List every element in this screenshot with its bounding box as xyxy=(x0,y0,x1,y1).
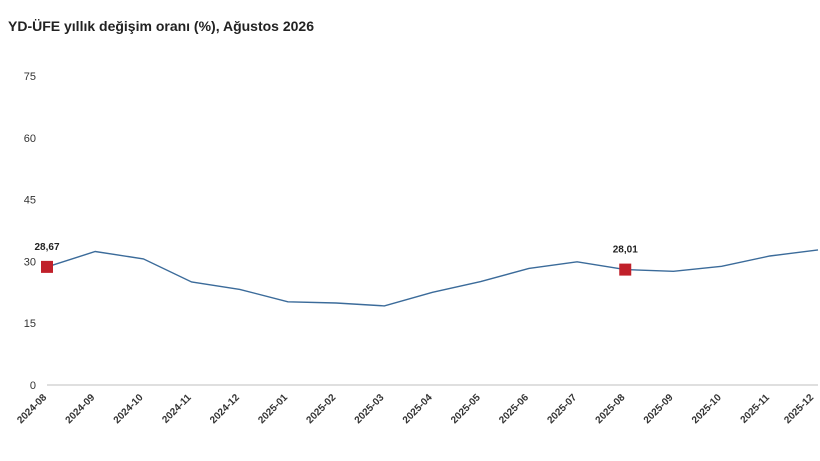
x-tick-label: 2025-02 xyxy=(305,392,339,426)
x-tick-label: 2025-11 xyxy=(739,392,773,426)
x-axis-ticks: 2024-08 2024-09 2024-10 2024-11 2024-12 2025-… xyxy=(15,392,816,426)
y-axis-ticks: 0 15 30 45 60 75 xyxy=(24,71,36,392)
x-tick-label: 2025-08 xyxy=(594,392,628,426)
y-tick-label: 0 xyxy=(30,380,36,392)
data-label: 28,67 xyxy=(34,242,59,253)
y-tick-label: 30 xyxy=(24,256,36,268)
x-tick-label: 2025-03 xyxy=(353,392,387,426)
y-tick-label: 60 xyxy=(24,133,36,145)
chart-title: YD-ÜFE yıllık değişim oranı (%), Ağustos… xyxy=(8,18,314,34)
y-tick-label: 75 xyxy=(24,71,36,83)
x-tick-label: 2025-12 xyxy=(782,392,816,426)
x-tick-label: 2025-09 xyxy=(642,392,676,426)
x-tick-label: 2024-12 xyxy=(208,392,242,426)
x-tick-label: 2025-04 xyxy=(401,392,435,426)
series-line xyxy=(46,249,819,307)
highlight-marker xyxy=(41,260,53,273)
x-tick-label: 2025-10 xyxy=(690,392,724,426)
x-tick-label: 2025-05 xyxy=(449,392,483,426)
x-tick-label: 2025-01 xyxy=(256,392,290,426)
highlight-markers: 28,67 28,01 xyxy=(34,242,638,276)
x-tick-label: 2025-07 xyxy=(545,392,579,426)
y-tick-label: 45 xyxy=(24,195,36,207)
x-tick-label: 2024-08 xyxy=(15,392,49,426)
x-tick-label: 2024-11 xyxy=(160,392,194,426)
x-tick-label: 2025-06 xyxy=(497,392,531,426)
y-tick-label: 15 xyxy=(24,318,36,330)
x-tick-label: 2024-10 xyxy=(112,392,146,426)
x-tick-label: 2024-09 xyxy=(64,392,98,426)
highlight-marker xyxy=(619,263,632,276)
data-label: 28,01 xyxy=(613,245,638,256)
